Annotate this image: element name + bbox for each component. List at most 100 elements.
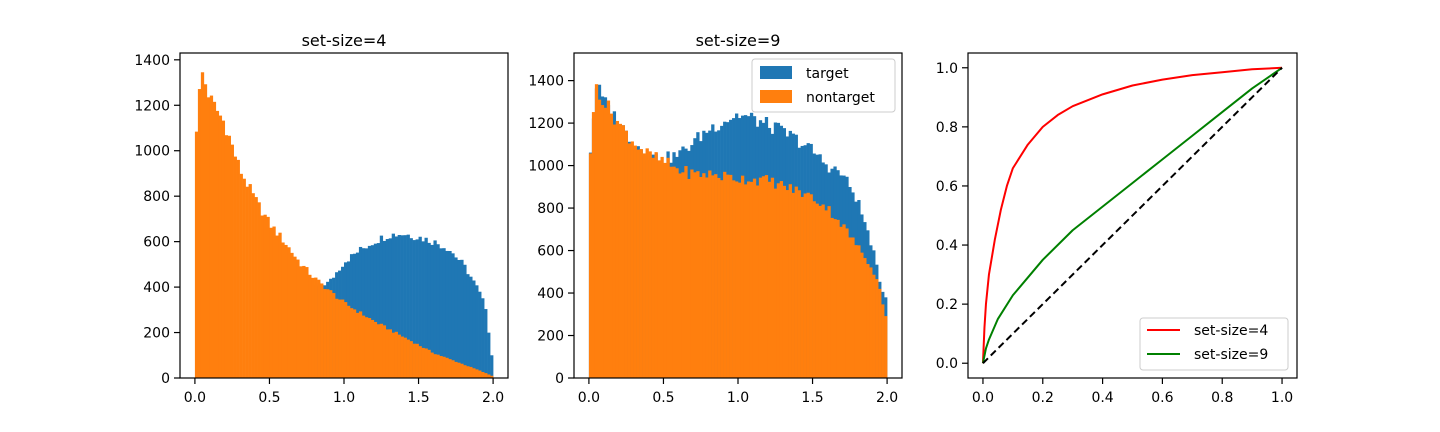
histogram-bar [308,274,312,378]
histogram-bar [394,331,398,378]
histogram-bar [344,302,348,378]
y-tick-label: 1000 [134,144,170,160]
histogram-bar [421,347,425,378]
histogram-bar [200,72,205,379]
histogram-bar [469,276,473,378]
histogram-bar [361,248,366,378]
panel-title: set-size=9 [696,31,781,50]
y-tick-label: 0 [555,371,564,387]
legend-swatch-nontarget [760,90,792,103]
histogram-bar [388,238,393,378]
histogram-bar [472,368,476,378]
histogram-bar [872,274,876,378]
y-tick-label: 1200 [528,116,564,132]
histogram-bar [687,178,691,378]
histogram-bar [391,233,395,378]
histogram-bar [735,181,739,378]
histogram-bar [421,241,425,378]
histogram-bar [720,180,724,378]
histogram-bar [206,97,211,379]
histogram-bar [690,169,694,378]
histogram-bar [424,237,428,378]
y-tick-label: 1400 [134,53,170,69]
histogram-bar [364,248,369,378]
histogram-bar [848,237,852,378]
histogram-bar [209,95,214,378]
histogram-bar [809,194,813,378]
histogram-bar [203,84,208,379]
histogram-bar [197,89,202,378]
y-tick-label: 800 [143,189,170,205]
histogram-bar [732,180,736,378]
legend-label-set-size-4: set-size=4 [1194,323,1268,339]
histogram-bar [221,120,226,378]
histogram-bar [287,247,291,378]
histogram-bar [729,174,733,378]
histogram-panel-set-size-9: set-size=9 0.0 0.5 1.0 1.5 2.0 0 200 400 600 800 1… [528,31,903,406]
histogram-bar [484,373,488,378]
histogram-bar [442,248,446,378]
histogram-bar [776,183,781,378]
x-tick-label: 1.0 [333,390,355,406]
histogram-bar [397,234,401,378]
histogram-bar [251,193,255,378]
histogram-bar [373,243,378,378]
histogram-bar [830,217,834,378]
histogram-bar [218,115,223,379]
x-tick-label: 0.2 [1032,390,1054,406]
panel-title: set-size=4 [302,31,387,50]
histogram-bar [439,248,443,378]
histogram-bar [427,349,431,378]
histogram-bar [317,279,321,378]
histogram-bar [475,285,479,378]
histogram-bar [349,308,354,378]
histogram-bar [788,184,792,378]
histogram-bar [233,156,237,378]
histogram-bar [346,305,351,378]
histogram-bar [866,264,870,378]
histogram-bar [281,242,285,378]
histogram-bar [242,178,246,378]
histogram-bar [881,304,885,378]
histogram-bar [412,240,416,378]
axes-frame [573,52,903,379]
y-tick-label: 1200 [134,98,170,114]
histogram-bar [463,264,467,378]
histogram-bar [335,298,339,378]
histogram-bar [424,348,428,378]
histogram-bar [842,224,846,378]
y-tick-label: 1.0 [936,61,958,77]
histogram-bar [821,204,825,378]
histogram-bar [466,366,470,378]
x-tick-label: 1.5 [407,390,429,406]
histogram-bar [779,181,784,378]
histogram-bar [863,258,867,378]
histogram-bar [794,186,798,378]
histogram-bar [487,332,491,378]
histogram-bar [755,185,760,378]
histogram-bar [812,201,816,378]
histogram-bar [400,235,404,378]
histogram-bar [358,311,363,378]
histogram-bar [311,277,315,378]
histogram-bar [391,332,395,378]
histogram-bar [478,291,482,378]
histogram-bar [373,321,378,378]
x-tick-label: 1.5 [801,390,823,406]
histogram-bar [394,236,398,378]
y-tick-label: 0.0 [936,356,958,372]
histogram-bar [332,293,336,378]
histogram-bar [854,245,858,378]
histogram-bar [418,236,422,378]
histogram-bar [245,186,249,378]
y-tick-label: 1000 [528,159,564,175]
histogram-bar [448,359,452,378]
histogram-bar [717,177,721,378]
histogram-bar [657,160,661,378]
histogram-bar [370,245,375,378]
histogram-bar [478,370,482,378]
histogram-bar [678,173,682,378]
roc-curve [981,66,1283,364]
histogram-bar [752,178,757,378]
axis-ticks: 0.0 0.2 0.4 0.6 0.8 1.0 0.0 0.2 0.4 0.6 0.8 1.0 [936,61,1293,406]
